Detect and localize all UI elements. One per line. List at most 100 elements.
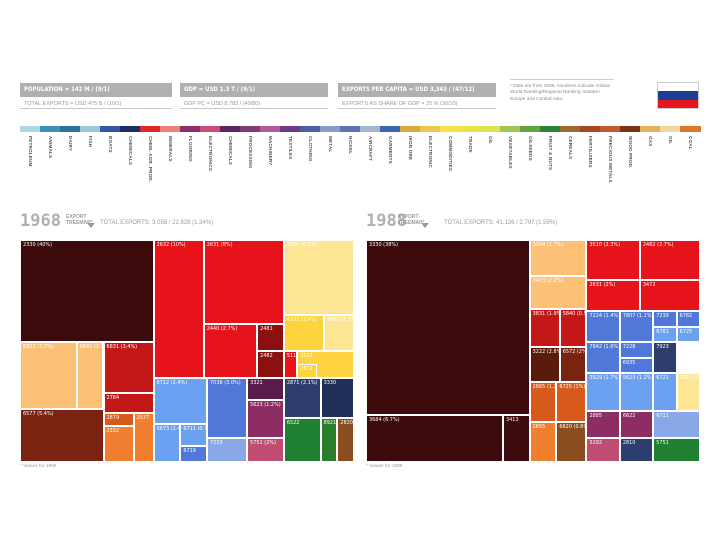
- treemap-cell[interactable]: 6711 (0.7%): [180, 424, 208, 447]
- category-label-text: MACHINERY: [268, 136, 273, 166]
- treemap-cell[interactable]: 5292: [586, 437, 620, 462]
- treemap-cell[interactable]: 3684 (6.7%): [366, 415, 503, 462]
- treemap-cell-label: 3344 (2.7%): [532, 242, 564, 248]
- treemap-cell[interactable]: 7842 (1.6%): [586, 342, 620, 374]
- treemap-cell[interactable]: 7228: [619, 342, 654, 358]
- category-swatch: [560, 126, 581, 132]
- treemap-cell[interactable]: 6831 (3.4%): [103, 342, 154, 394]
- category-label-text: OIL: [668, 136, 673, 145]
- category-swatch: [280, 126, 301, 132]
- treemap-cell-label: 5623 (1.2%): [250, 401, 281, 408]
- treemap-cell[interactable]: 3344 (2.7%): [529, 240, 587, 276]
- treemap-cell[interactable]: 6841 (3.2%): [76, 342, 104, 409]
- treemap-cell-label: 6822 (7.7%): [23, 344, 54, 351]
- treemap-cell[interactable]: 7807 (1.1%): [619, 311, 654, 343]
- treemap-cell[interactable]: 2820: [337, 417, 354, 462]
- treemap-cell[interactable]: 2810: [619, 437, 654, 462]
- treemap-cell[interactable]: 2820 (6.2%): [283, 240, 354, 316]
- treemap-cell[interactable]: 2885: [586, 410, 620, 438]
- chevron-down-icon[interactable]: [421, 223, 429, 228]
- treemap-cell[interactable]: 4203 (2.4%): [283, 315, 324, 351]
- treemap-cell[interactable]: 8921: [320, 417, 338, 462]
- treemap-cell[interactable]: 6820 (0.89%): [556, 422, 587, 462]
- treemap-cell[interactable]: 2613 (1.8%): [676, 373, 700, 411]
- category-swatch: [520, 126, 541, 132]
- treemap-cell-label: 6572 (2%): [562, 348, 587, 355]
- category-label: AIRCRAFT: [365, 136, 373, 190]
- treemap-cell[interactable]: 2482 (2.7%): [639, 240, 700, 280]
- treemap-cell[interactable]: 6721: [653, 373, 677, 411]
- treemap-cell[interactable]: 5623 (1.2%): [619, 373, 654, 411]
- treemap-cell[interactable]: 2482: [257, 351, 284, 378]
- treemap-cell[interactable]: 6781: [653, 326, 677, 343]
- treemap-cell[interactable]: 2879: [103, 413, 134, 427]
- treemap-cell[interactable]: 6711: [653, 410, 700, 438]
- treemap-cell[interactable]: 6577 (5.4%): [20, 408, 104, 462]
- treemap-cell[interactable]: 3413: [502, 415, 530, 462]
- treemap-1968: 2330 (40%) 2632 (10%) 2631 (8%) 2820 (6.2%)…: [20, 240, 354, 462]
- treemap-cell[interactable]: 3413 (2.2%): [529, 275, 587, 309]
- treemap-cell[interactable]: 6782: [676, 311, 700, 327]
- treemap-cell[interactable]: 2865 (1.2%): [529, 382, 557, 423]
- treemap-cell[interactable]: 6822 (7.7%): [20, 342, 77, 409]
- treemap-cell[interactable]: 3321: [247, 377, 284, 400]
- treemap-cell[interactable]: 3472: [639, 279, 700, 312]
- treemap-cell[interactable]: 7223: [207, 437, 248, 462]
- treemap-cell[interactable]: 7923: [653, 342, 677, 374]
- treemap-cell[interactable]: 3929 (1.7%): [586, 373, 620, 411]
- treemap-cell-label: 3684 (6.7%): [369, 417, 400, 424]
- treemap-cell-label: 5751: [656, 439, 669, 446]
- treemap-cell[interactable]: 3222 (2.8%): [529, 346, 560, 383]
- treemap-cell[interactable]: 5112: [283, 351, 298, 378]
- treemap-cell[interactable]: 3330: [320, 377, 354, 418]
- category-label-text: CEREALS: [568, 136, 573, 160]
- treemap-cell[interactable]: 6522: [283, 417, 321, 462]
- treemap-cell-label: 6712 (2.4%): [156, 379, 188, 386]
- category-label: FERTILIZERS: [585, 136, 593, 190]
- category-label-text: OIL: [488, 136, 493, 145]
- treemap-cell[interactable]: 2872: [297, 364, 318, 378]
- treemap-cell[interactable]: 2631 (2%): [586, 279, 640, 312]
- treemap-cell[interactable]: 6572 (2%): [559, 346, 587, 383]
- treemap-cell[interactable]: 5751: [653, 437, 700, 462]
- footnote-1988: * Values for 1988: [366, 464, 403, 469]
- treemap-cell[interactable]: 3330 (38%): [366, 240, 530, 416]
- treemap-cell[interactable]: 5751 (2%): [247, 437, 284, 462]
- treemap-cell-label: 2631 (8%): [206, 242, 233, 248]
- category-swatch: [680, 126, 701, 132]
- treemap-cell[interactable]: 3682 (1.7%): [323, 315, 354, 351]
- treemap-cell[interactable]: 6725 (1%): [556, 382, 587, 423]
- stat-population: POPULATION = 142 M / (9/1): [20, 83, 172, 97]
- treemap-cell[interactable]: 7038 (3.0%): [207, 377, 248, 438]
- treemap-cell[interactable]: 2330 (40%): [20, 240, 154, 343]
- treemap-cell[interactable]: 6935: [619, 357, 654, 374]
- category-label-text: COAL: [688, 136, 693, 150]
- treemap-label-1968: EXPORT TREEMAP*: [66, 214, 92, 226]
- category-swatch: [320, 126, 341, 132]
- treemap-cell[interactable]: 5623 (1.2%): [247, 399, 284, 438]
- treemap-cell[interactable]: 2871 (2.1%): [283, 377, 321, 418]
- treemap-cell[interactable]: 2655: [529, 422, 557, 462]
- category-label: TEXTILES: [285, 136, 293, 190]
- treemap-cell[interactable]: 2481: [257, 324, 284, 351]
- treemap-cell-label: 3330: [323, 379, 337, 386]
- treemap-year-1988: 1988: [366, 211, 407, 231]
- treemap-cell[interactable]: 2440 (2.7%): [203, 324, 258, 378]
- treemap-cell[interactable]: 7224 (1.4%): [586, 311, 620, 343]
- treemap-cell[interactable]: 2577: [133, 413, 154, 462]
- treemap-cell[interactable]: 6622: [619, 410, 654, 438]
- chevron-down-icon[interactable]: [87, 223, 95, 228]
- treemap-cell[interactable]: 2332: [103, 426, 134, 462]
- treemap-cell[interactable]: 2631 (8%): [203, 240, 284, 325]
- treemap-cell[interactable]: 6673 (1.4%): [153, 424, 181, 462]
- treemap-cell[interactable]: 6719: [180, 446, 208, 462]
- treemap-cell[interactable]: 6712 (2.4%): [153, 377, 208, 425]
- treemap-cell[interactable]: 2632 (10%): [153, 240, 204, 378]
- treemap-cell[interactable]: 3510 (2.3%): [586, 240, 640, 280]
- category-swatch: [480, 126, 501, 132]
- treemap-cell[interactable]: 6725: [676, 326, 700, 343]
- treemap-cell[interactable]: 7239: [653, 311, 677, 327]
- treemap-cell[interactable]: 2784: [103, 393, 154, 414]
- treemap-cell[interactable]: 3831 (1.9%): [529, 308, 560, 347]
- treemap-cell[interactable]: 5840 (0.5%): [559, 308, 587, 347]
